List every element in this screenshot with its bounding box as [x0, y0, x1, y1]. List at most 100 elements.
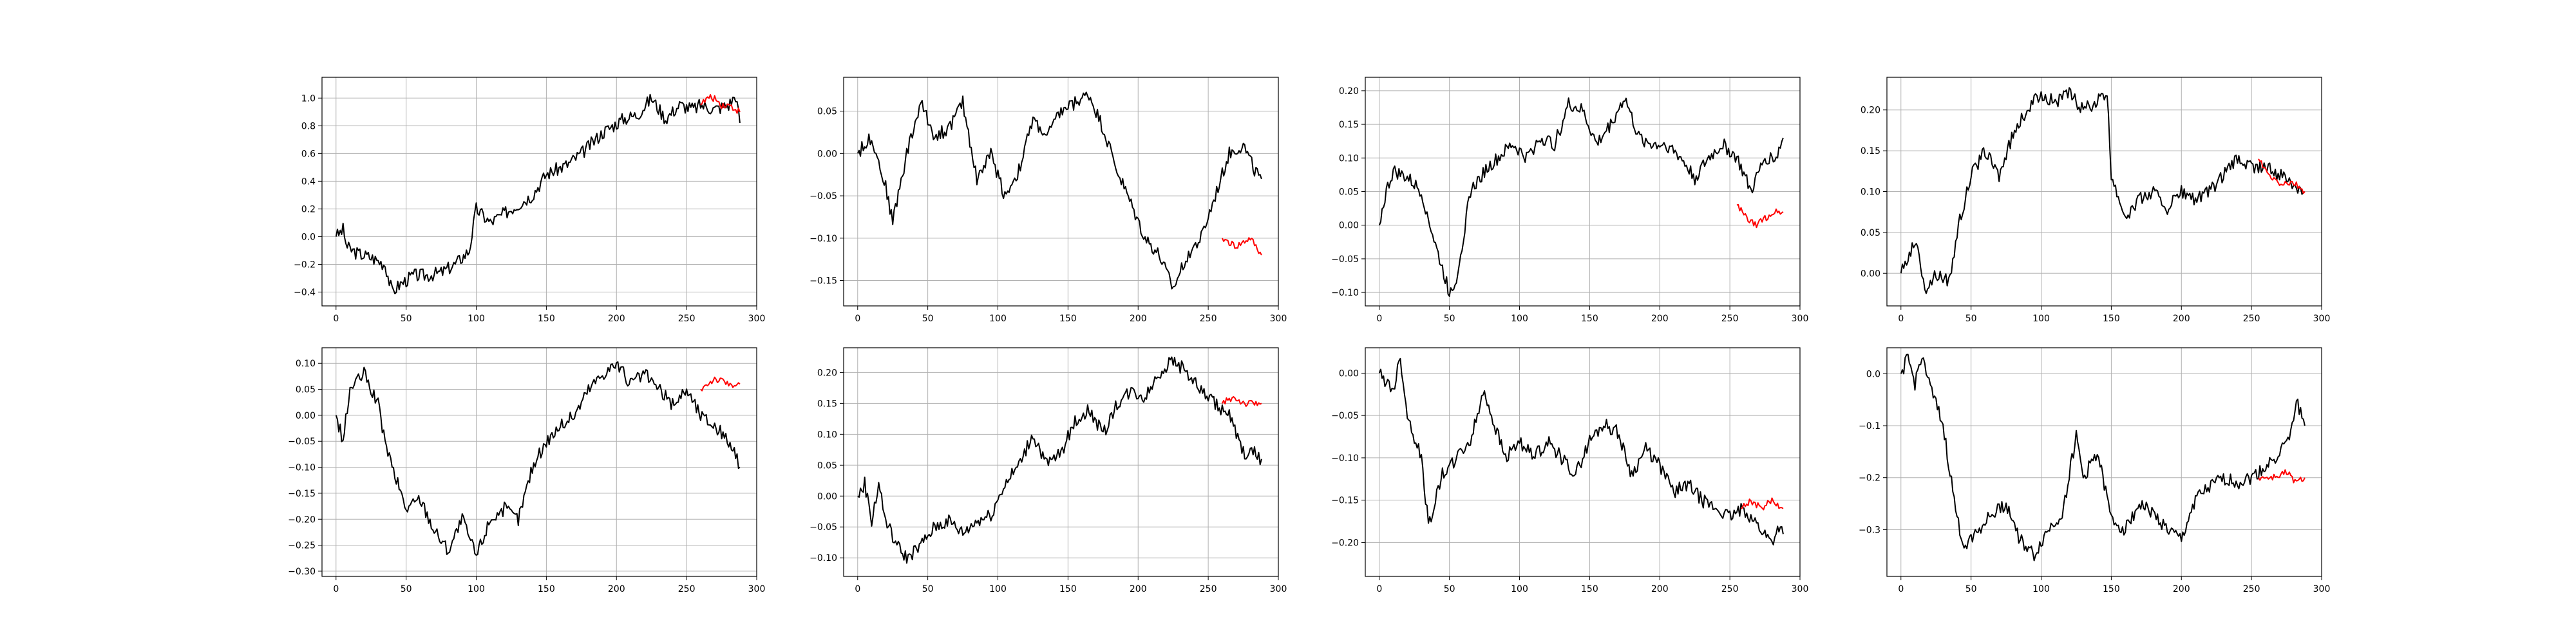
x-tick-label: 0: [333, 584, 339, 594]
series-line-forecast: [2258, 469, 2306, 484]
y-tick-label: 0.05: [1339, 187, 1359, 198]
x-tick-label: 150: [1581, 314, 1598, 324]
y-tick-label: −0.10: [288, 463, 316, 473]
x-tick-label: 0: [1376, 584, 1382, 594]
y-tick-label: 0.10: [1861, 187, 1880, 198]
x-tick-label: 250: [2243, 584, 2260, 594]
x-tick-label: 100: [1511, 314, 1528, 324]
chart-panel-4: 0 50 100 150 200 250 300 0.00 0.05 0.10 0.15 0.20: [1861, 77, 2330, 324]
x-tick-label: 200: [608, 314, 625, 324]
x-tick-label: 200: [2173, 584, 2190, 594]
y-tick-label: −0.15: [810, 276, 837, 287]
x-tick-label: 100: [2032, 314, 2050, 324]
chart-panel-1: 0 50 100 150 200 250 300 −0.4 −0.2 0.0 0.2 0.4 0.6 0.…: [294, 77, 765, 324]
y-tick-label: −0.20: [288, 515, 316, 525]
x-tick-label: 200: [1130, 314, 1147, 324]
x-tick-label: 0: [1376, 314, 1382, 324]
y-tick-label: −0.20: [1331, 538, 1359, 548]
series-line-actual: [335, 93, 741, 294]
y-tick-label: −0.15: [1331, 496, 1359, 506]
y-tick-label: −0.10: [810, 234, 837, 244]
y-tick-label: −0.30: [288, 567, 316, 577]
y-tick-label: 0.00: [1339, 368, 1359, 379]
y-tick-label: 0.2: [301, 204, 316, 214]
y-tick-label: −0.10: [1331, 288, 1359, 298]
y-tick-label: 0.05: [296, 385, 316, 395]
x-tick-label: 0: [1898, 314, 1904, 324]
series-line-forecast: [700, 376, 741, 392]
y-tick-label: −0.15: [288, 489, 316, 499]
y-tick-label: −0.10: [1331, 453, 1359, 464]
series-line-forecast: [1736, 204, 1784, 229]
chart-panel-8: 0 50 100 150 200 250 300 −0.3 −0.2 −0.1 0.0: [1859, 347, 2330, 594]
y-tick-label: 0.20: [1339, 86, 1359, 97]
x-tick-label: 300: [748, 584, 766, 594]
axes-frame: [1886, 347, 2322, 577]
y-tick-label: −0.2: [1859, 473, 1880, 484]
y-tick-label: 0.15: [1861, 146, 1880, 156]
chart-panel-2: 0 50 100 150 200 250 300 −0.15 −0.10 −0.05 0.00 0.0…: [810, 77, 1287, 324]
y-tick-label: −0.05: [1331, 254, 1359, 265]
y-tick-label: 0.10: [1339, 153, 1359, 164]
x-tick-label: 50: [922, 314, 934, 324]
x-tick-label: 200: [1651, 314, 1669, 324]
y-tick-label: 0.05: [817, 460, 837, 471]
x-tick-label: 200: [608, 584, 625, 594]
x-tick-label: 100: [989, 584, 1007, 594]
x-tick-label: 100: [2032, 584, 2050, 594]
x-tick-label: 300: [1270, 584, 1287, 594]
x-tick-label: 250: [1200, 584, 1217, 594]
x-tick-label: 150: [1059, 314, 1077, 324]
axes-frame: [843, 77, 1279, 307]
chart-panel-3: 0 50 100 150 200 250 300 −0.10 −0.05 0.00 0.05 0.10…: [1331, 77, 1808, 324]
x-tick-label: 50: [1444, 314, 1455, 324]
y-tick-label: −0.10: [810, 553, 837, 564]
x-tick-label: 50: [401, 314, 412, 324]
x-tick-label: 250: [2243, 314, 2260, 324]
x-tick-label: 100: [468, 584, 485, 594]
axes-frame: [321, 77, 757, 307]
x-tick-label: 150: [1059, 584, 1077, 594]
y-tick-label: 0.4: [301, 176, 316, 187]
x-tick-label: 150: [2103, 314, 2120, 324]
x-tick-label: 50: [401, 584, 412, 594]
x-tick-label: 300: [1270, 314, 1287, 324]
x-tick-label: 100: [1511, 584, 1528, 594]
series-line-actual: [1900, 354, 2306, 562]
x-tick-label: 250: [1721, 584, 1739, 594]
y-tick-label: −0.05: [810, 191, 837, 202]
series-line-forecast: [700, 94, 741, 114]
series-line-actual: [857, 91, 1262, 290]
x-tick-label: 150: [1581, 584, 1598, 594]
y-tick-label: −0.2: [294, 260, 316, 270]
y-tick-label: 0.05: [817, 107, 837, 117]
y-tick-label: 0.6: [301, 149, 316, 159]
y-tick-label: 0.0: [1866, 369, 1880, 379]
series-line-actual: [1378, 97, 1784, 297]
y-tick-label: 0.10: [817, 430, 837, 440]
y-tick-label: 0.00: [1339, 221, 1359, 231]
y-tick-label: 0.20: [1861, 106, 1880, 116]
y-tick-label: 0.0: [301, 232, 316, 242]
x-tick-label: 0: [855, 584, 860, 594]
y-tick-label: 1.0: [301, 93, 316, 104]
series-line-actual: [1900, 87, 2306, 294]
y-tick-label: 0.20: [817, 368, 837, 378]
y-tick-label: 0.15: [1339, 120, 1359, 130]
x-tick-label: 250: [1200, 314, 1217, 324]
x-tick-label: 200: [1130, 584, 1147, 594]
x-tick-label: 150: [538, 314, 555, 324]
y-tick-label: −0.05: [288, 437, 316, 447]
x-tick-label: 250: [678, 314, 696, 324]
x-tick-label: 300: [748, 314, 766, 324]
x-tick-label: 50: [922, 584, 934, 594]
y-tick-label: 0.00: [296, 411, 316, 421]
y-tick-label: 0.00: [1861, 269, 1880, 279]
x-tick-label: 300: [1792, 584, 1809, 594]
chart-panel-6: 0 50 100 150 200 250 300 −0.10 −0.05 0.00 0.05 0.10…: [810, 347, 1287, 594]
x-tick-label: 100: [989, 314, 1007, 324]
series-line-forecast: [1222, 396, 1262, 407]
x-tick-label: 300: [1792, 314, 1809, 324]
